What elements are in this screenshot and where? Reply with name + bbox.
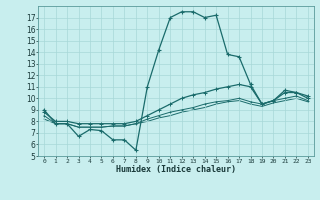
X-axis label: Humidex (Indice chaleur): Humidex (Indice chaleur) bbox=[116, 165, 236, 174]
